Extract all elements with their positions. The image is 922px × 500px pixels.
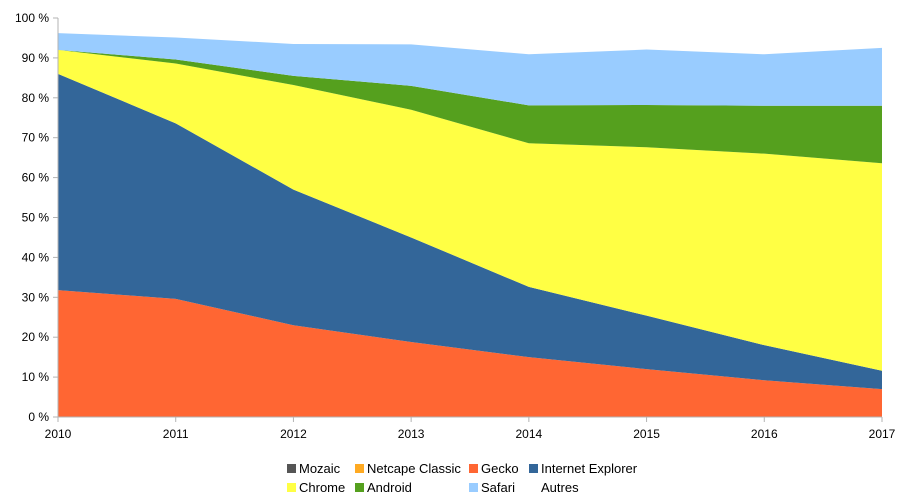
legend-item-chrome: Chrome xyxy=(287,480,345,495)
legend-item-mozaic: Mozaic xyxy=(287,461,341,476)
y-tick-label: 0 % xyxy=(28,410,49,424)
legend-item-safari: Safari xyxy=(469,480,515,495)
area-android xyxy=(58,49,882,164)
legend-swatch xyxy=(355,483,364,492)
legend-swatch xyxy=(355,464,364,473)
legend-label: Autres xyxy=(541,480,579,495)
legend-swatch xyxy=(529,483,538,492)
y-tick-label: 100 % xyxy=(15,11,49,25)
legend-swatch xyxy=(469,464,478,473)
legend-label: Gecko xyxy=(481,461,519,476)
area-safari xyxy=(58,33,882,106)
y-tick-label: 80 % xyxy=(22,91,50,105)
x-tick-label: 2011 xyxy=(163,427,189,441)
area-gecko xyxy=(58,290,882,417)
legend: Mozaic Netcape Classic Gecko Internet Explo… xyxy=(287,461,638,495)
tick-labels: 0 % 10 % 20 % 30 % 40 % 50 % 60 % 70 % 80 % 90 % 1… xyxy=(15,11,896,441)
legend-item-netcape-classic: Netcape Classic xyxy=(355,461,461,476)
y-tick-label: 50 % xyxy=(22,211,50,225)
legend-item-autres: Autres xyxy=(529,480,579,495)
legend-item-internet-explorer: Internet Explorer xyxy=(529,461,638,476)
y-tick-label: 90 % xyxy=(22,51,50,65)
x-tick-label: 2016 xyxy=(751,427,778,441)
legend-item-android: Android xyxy=(355,480,412,495)
legend-label: Netcape Classic xyxy=(367,461,461,476)
legend-item-gecko: Gecko xyxy=(469,461,519,476)
legend-swatch xyxy=(287,464,296,473)
y-tick-label: 60 % xyxy=(22,171,50,185)
area-chrome xyxy=(58,49,882,371)
axes xyxy=(53,17,883,422)
x-tick-label: 2017 xyxy=(869,427,896,441)
legend-swatch xyxy=(529,464,538,473)
area-internet-explorer xyxy=(58,73,882,390)
x-tick-label: 2015 xyxy=(633,427,660,441)
y-tick-label: 40 % xyxy=(22,250,50,264)
y-tick-label: 30 % xyxy=(22,290,50,304)
legend-label: Internet Explorer xyxy=(541,461,638,476)
legend-swatch xyxy=(287,483,296,492)
x-tick-label: 2010 xyxy=(45,427,72,441)
legend-swatch xyxy=(469,483,478,492)
legend-label: Chrome xyxy=(299,480,345,495)
legend-label: Mozaic xyxy=(299,461,341,476)
x-tick-label: 2014 xyxy=(516,427,543,441)
legend-label: Android xyxy=(367,480,412,495)
y-tick-label: 70 % xyxy=(22,131,50,145)
y-tick-label: 20 % xyxy=(22,330,50,344)
y-tick-label: 10 % xyxy=(22,370,50,384)
x-tick-label: 2013 xyxy=(398,427,425,441)
legend-label: Safari xyxy=(481,480,515,495)
x-tick-label: 2012 xyxy=(280,427,307,441)
area-layer xyxy=(58,33,882,417)
